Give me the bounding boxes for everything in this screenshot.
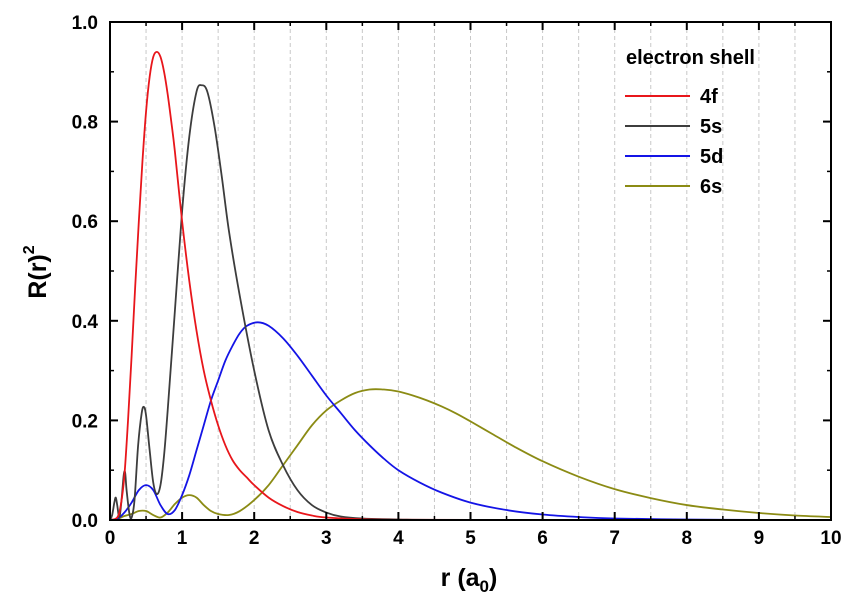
- x-tick-label: 7: [609, 528, 620, 549]
- x-tick-label: 1: [177, 528, 188, 549]
- axis-ticks: [109, 21, 832, 521]
- series-line-6s: [109, 388, 832, 521]
- x-tick-label: 5: [465, 528, 476, 549]
- x-axis-title-close: ): [489, 564, 497, 592]
- x-tick-label: 4: [393, 528, 404, 549]
- y-tick-label: 0.4: [72, 312, 99, 333]
- y-tick-label: 0.8: [72, 113, 98, 134]
- legend-label-5s: 5s: [700, 116, 722, 138]
- y-tick-label: 1.0: [72, 13, 98, 34]
- y-tick-label: 0.2: [72, 411, 98, 432]
- y-tick-label: 0.0: [72, 511, 98, 532]
- x-tick-label: 10: [820, 528, 841, 549]
- x-tick-label: 8: [682, 528, 693, 549]
- legend-label-5d: 5d: [700, 146, 723, 168]
- x-axis-title: r (a0): [441, 564, 498, 592]
- series-layer: [109, 50, 832, 521]
- x-tick-label: 2: [249, 528, 260, 549]
- x-axis-title-subscript: 0: [480, 577, 489, 592]
- tick-labels: 0 1 2 3 4 5 6 7 8 9 10 0.0 0.2 0.4 0.6 0.8 1.0: [72, 13, 842, 549]
- x-axis-title-main: r (a: [441, 564, 481, 592]
- legend-title: electron shell: [626, 47, 755, 69]
- y-axis-title-superscript: 2: [21, 245, 38, 254]
- legend-label-6s: 6s: [700, 176, 722, 198]
- series-line-4f: [109, 50, 832, 521]
- y-axis-title: R(r)2: [21, 245, 52, 298]
- y-tick-label: 0.6: [72, 212, 98, 233]
- x-tick-label: 9: [754, 528, 765, 549]
- x-tick-label: 3: [321, 528, 332, 549]
- y-axis-title-main: R(r): [24, 254, 52, 298]
- legend: electron shell 4f 5s 5d 6s: [625, 47, 755, 198]
- series-line-5d: [109, 321, 832, 521]
- x-tick-label: 6: [537, 528, 548, 549]
- x-tick-label: 0: [105, 528, 116, 549]
- legend-label-4f: 4f: [700, 86, 718, 108]
